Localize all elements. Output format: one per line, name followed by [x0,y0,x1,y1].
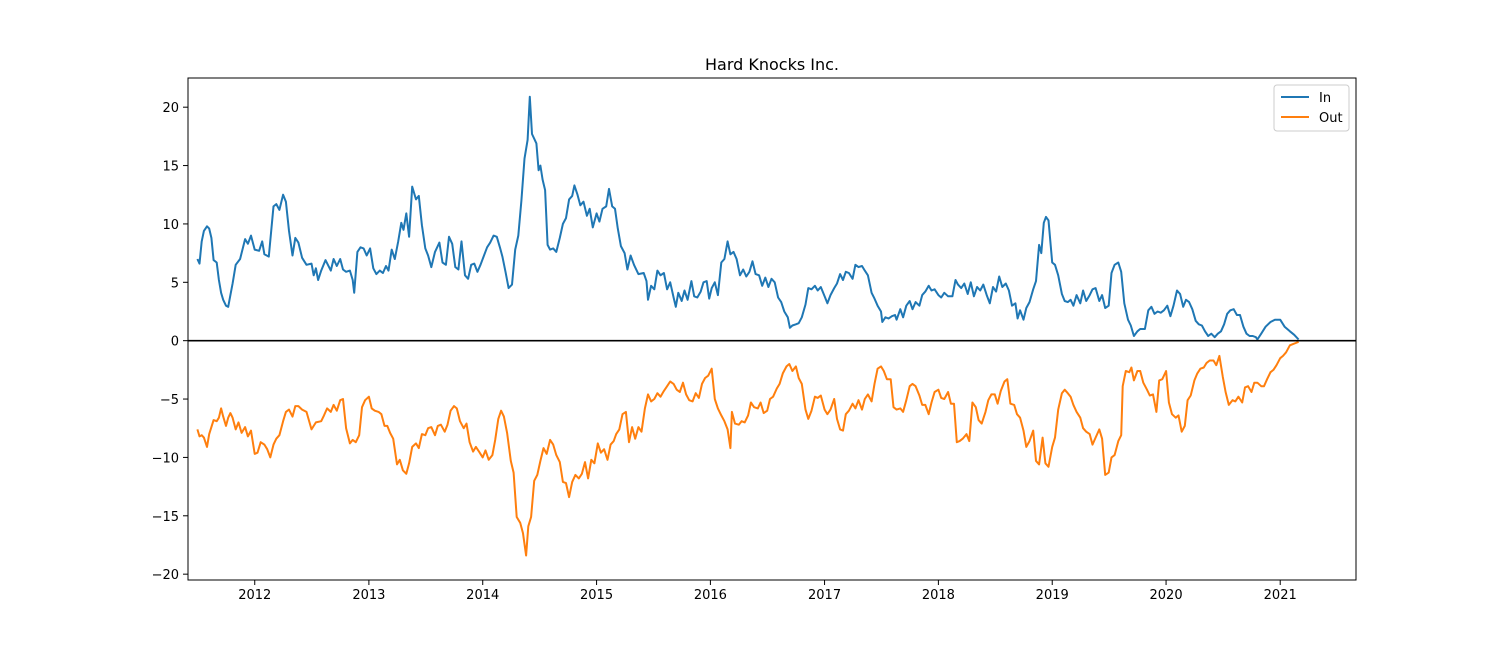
x-tick-label: 2019 [1036,588,1069,603]
x-tick-label: 2021 [1264,588,1297,603]
x-tick-label: 2017 [808,588,841,603]
plot-area [188,95,1356,557]
series-line-out [196,340,1299,557]
y-tick-label: −15 [152,510,179,525]
x-tick-label: 2012 [238,588,271,603]
x-tick-label: 2016 [694,588,727,603]
y-tick-label: 20 [162,101,179,116]
legend-label-in: In [1319,91,1331,106]
x-tick-label: 2018 [922,588,955,603]
plot-frame [187,77,1357,581]
x-tick-label: 2014 [466,588,499,603]
series-line-in [196,95,1300,341]
y-tick-label: −5 [160,393,179,408]
y-tick-label: 5 [171,276,179,291]
x-tick-label: 2013 [352,588,385,603]
legend: In Out [1273,84,1350,132]
x-tick-label: 2015 [580,588,613,603]
y-tick-label: 10 [162,218,179,233]
y-tick-label: 15 [162,160,179,175]
legend-label-out: Out [1319,111,1343,126]
y-tick-label: −20 [152,568,179,583]
chart-title: Hard Knocks Inc. [705,55,839,74]
y-tick-label: 0 [171,335,179,350]
y-tick-label: −10 [152,451,179,466]
x-tick-label: 2020 [1150,588,1183,603]
